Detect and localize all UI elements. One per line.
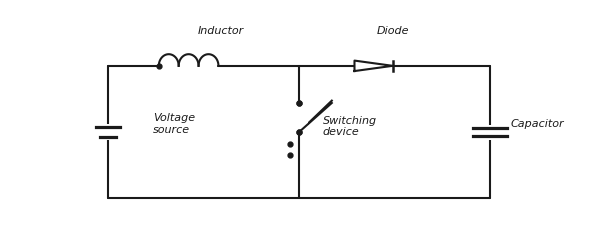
Text: Capacitor: Capacitor — [511, 119, 565, 129]
Text: Diode: Diode — [377, 26, 409, 36]
Text: Inductor: Inductor — [197, 26, 244, 36]
Bar — [465, 124, 515, 140]
Bar — [290, 103, 308, 131]
Text: Switching
device: Switching device — [323, 116, 377, 137]
Text: Voltage
source: Voltage source — [153, 113, 195, 135]
Bar — [94, 124, 123, 140]
